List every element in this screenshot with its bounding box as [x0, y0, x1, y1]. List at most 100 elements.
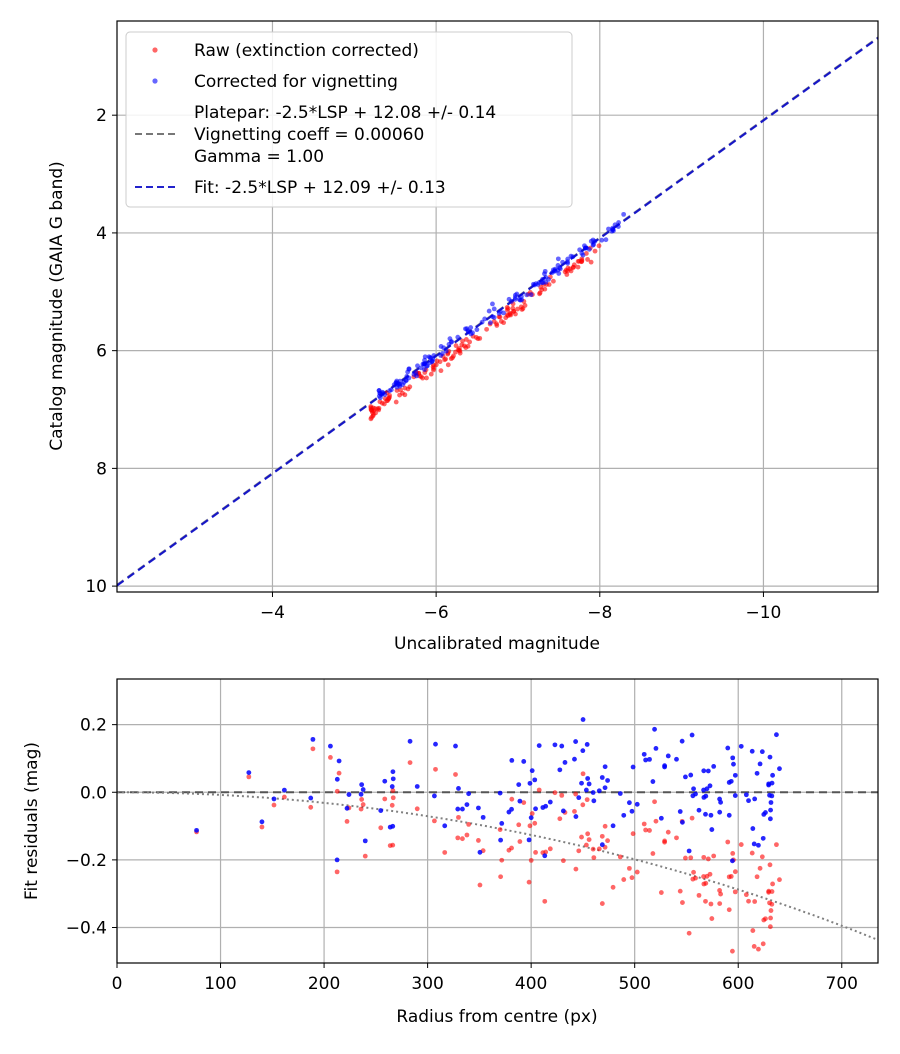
corrected-point	[395, 382, 401, 387]
raw-residual-point	[652, 799, 657, 805]
raw-residual-point	[630, 831, 636, 837]
corrected-residual-point	[509, 758, 515, 763]
corrected-point	[487, 320, 493, 326]
raw-point	[424, 375, 429, 381]
raw-residual-point	[360, 802, 366, 807]
corrected-point	[570, 254, 576, 260]
raw-residual-point	[359, 797, 365, 802]
corrected-point	[468, 325, 474, 330]
raw-residual-point	[432, 818, 437, 824]
corrected-residual-point	[738, 743, 744, 749]
raw-residual-point	[769, 889, 775, 894]
corrected-residual-point	[732, 772, 738, 778]
bottom-grid	[116, 679, 878, 963]
corrected-residual-point	[658, 815, 664, 821]
corrected-point	[403, 378, 409, 383]
bottom-axis-ticks: 0 100 200 300 400 500 600 700 −0.4 −0.2 0.0 0.2	[66, 716, 858, 994]
bottom-xtick-label: 500	[618, 974, 650, 994]
corrected-residual-point	[726, 812, 732, 818]
raw-point	[504, 305, 510, 310]
legend-fit-label: Fit: -2.5*LSP + 12.09 +/- 0.13	[194, 178, 446, 198]
corrected-residual-point	[599, 842, 605, 848]
raw-point	[563, 267, 569, 273]
raw-point	[592, 248, 598, 254]
raw-residual-point	[557, 816, 563, 822]
corrected-residual-point	[743, 792, 749, 798]
raw-point	[461, 343, 467, 349]
raw-residual-point	[760, 941, 766, 947]
raw-point	[453, 343, 459, 349]
raw-residual-point	[767, 862, 773, 868]
bottom-ytick-label: −0.4	[66, 919, 107, 939]
corrected-residual-point	[605, 778, 610, 783]
raw-point	[475, 336, 481, 342]
corrected-residual-point	[760, 835, 766, 841]
corrected-point	[549, 270, 555, 276]
corrected-point	[621, 211, 627, 217]
raw-residual-point	[591, 855, 597, 861]
corrected-point	[496, 311, 502, 316]
raw-residual-point	[407, 760, 413, 765]
raw-residual-point	[453, 772, 458, 777]
raw-point	[445, 362, 451, 368]
raw-residual-point	[464, 832, 470, 838]
corrected-residual-point	[621, 812, 627, 818]
corrected-residual-point	[701, 768, 707, 774]
corrected-residual-point	[757, 761, 763, 767]
top-ylabel: Catalog magnitude (GAIA G band)	[47, 161, 67, 451]
corrected-residual-point	[528, 815, 534, 821]
corrected-residual-point	[767, 754, 773, 760]
raw-residual-point	[696, 892, 702, 898]
raw-residual-point	[390, 795, 396, 801]
corrected-residual-point	[665, 753, 671, 759]
corrected-point	[592, 238, 598, 244]
top-grid	[117, 21, 878, 592]
raw-point	[453, 349, 458, 355]
corrected-residual-point	[674, 756, 679, 762]
raw-point	[494, 321, 499, 327]
bottom-xtick-label: 600	[722, 974, 754, 994]
corrected-residual-point	[591, 798, 597, 804]
corrected-point	[535, 282, 541, 287]
raw-residual-point	[717, 888, 722, 893]
corrected-residual-point	[711, 764, 717, 769]
raw-residual-point	[528, 857, 534, 863]
corrected-residual-point	[730, 858, 735, 864]
corrected-residual-point	[334, 776, 340, 782]
top-calibration-plot: −4 −6 −8 −10 2 4 6 8 10 Uncalibrated magnitude C…	[47, 20, 879, 654]
raw-residual-point	[749, 850, 755, 856]
top-ytick-label: 10	[85, 577, 107, 597]
raw-residual-point	[725, 839, 731, 845]
raw-residual-point	[728, 874, 734, 879]
raw-residual-point	[572, 809, 577, 814]
corrected-point	[455, 334, 461, 340]
corrected-residual-point	[709, 827, 715, 832]
corrected-point	[411, 372, 417, 377]
raw-residual-point	[358, 806, 364, 812]
corrected-residual-point	[480, 814, 486, 820]
raw-residual-point	[310, 746, 316, 752]
raw-residual-point	[499, 857, 505, 863]
corrected-residual-point	[750, 826, 756, 831]
corrected-point	[577, 247, 583, 253]
corrected-residual-point	[705, 768, 711, 774]
raw-point	[451, 353, 456, 359]
corrected-residual-point	[599, 775, 605, 780]
raw-residual-point	[580, 802, 586, 808]
raw-residual-point	[746, 898, 751, 904]
raw-point	[585, 257, 590, 262]
bottom-reference-lines	[117, 791, 879, 941]
corrected-residual-point	[583, 787, 589, 793]
corrected-residual-point	[634, 801, 640, 807]
corrected-residual-point	[517, 798, 523, 804]
raw-residual-point	[414, 806, 420, 812]
raw-residual-point	[552, 790, 558, 796]
raw-residual-point	[590, 846, 596, 852]
corrected-point	[555, 256, 561, 262]
corrected-residual-point	[547, 799, 553, 805]
raw-residual-point	[732, 869, 738, 875]
corrected-residual-point	[652, 726, 657, 732]
top-axis-ticks: −4 −6 −8 −10 2 4 6 8 10	[85, 106, 781, 623]
